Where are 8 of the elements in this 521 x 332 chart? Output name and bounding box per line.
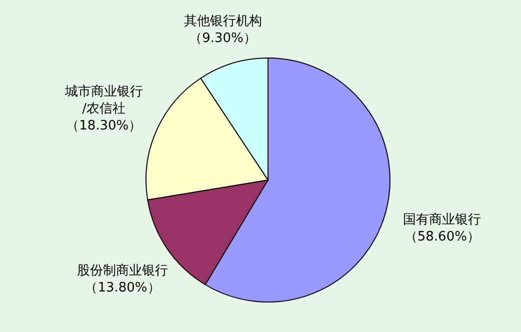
data-label: （9.30%）	[189, 30, 256, 46]
slice-label: 股份制商业银行	[76, 262, 168, 278]
data-label: （58.60%）	[404, 229, 480, 244]
slice-label: 其他银行机构	[184, 14, 262, 29]
slice-label: 国有商业银行	[403, 212, 482, 228]
data-label: （13.80%）	[84, 280, 160, 295]
data-label: （18.30%）	[66, 118, 142, 133]
slice-label: 城市商业银行 /农信社	[64, 84, 143, 116]
